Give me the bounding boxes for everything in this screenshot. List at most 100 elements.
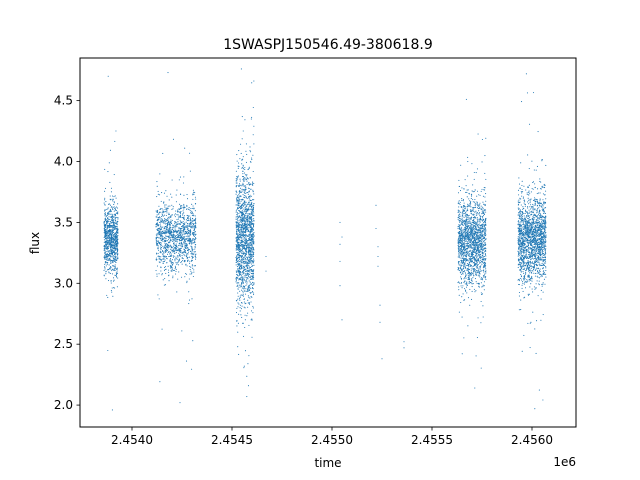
data-point (460, 229, 462, 232)
data-point (164, 218, 166, 220)
data-point (239, 307, 241, 309)
data-point (115, 231, 118, 233)
data-point (179, 216, 181, 218)
data-point (463, 253, 465, 255)
data-point (249, 177, 251, 179)
data-point (252, 278, 254, 281)
data-point (186, 265, 188, 267)
data-point (175, 250, 177, 252)
data-point (116, 267, 119, 269)
data-point (461, 261, 463, 263)
data-point (161, 215, 163, 218)
data-point (158, 232, 160, 234)
data-point (111, 248, 113, 250)
data-point (241, 217, 244, 219)
data-point (184, 246, 186, 248)
data-point (246, 278, 248, 280)
data-point (461, 251, 463, 253)
data-point (240, 251, 242, 253)
data-point (194, 210, 196, 212)
data-point (463, 228, 465, 230)
data-point (116, 237, 118, 239)
data-point (235, 204, 237, 206)
data-point (184, 232, 186, 234)
data-point (249, 232, 251, 235)
data-point (242, 290, 244, 292)
data-point (239, 299, 241, 301)
data-point (467, 203, 469, 205)
data-point (192, 233, 194, 235)
data-point (157, 245, 159, 247)
data-point (158, 258, 160, 260)
data-point (113, 242, 115, 244)
data-point (466, 222, 468, 224)
data-point (190, 227, 192, 229)
data-point (251, 214, 253, 216)
data-point (461, 222, 463, 224)
data-point (192, 256, 194, 258)
data-point (247, 256, 249, 258)
data-point (472, 210, 474, 213)
data-point (251, 263, 253, 265)
data-point (473, 230, 475, 232)
data-point (104, 263, 106, 265)
data-point (246, 252, 248, 254)
data-point (476, 201, 479, 203)
data-point (252, 189, 254, 191)
data-point (244, 227, 246, 229)
data-point (481, 257, 483, 259)
data-point (183, 212, 185, 214)
data-point (194, 220, 196, 222)
data-point (173, 239, 175, 241)
data-point (462, 211, 464, 213)
data-point (105, 201, 107, 203)
data-point (170, 270, 172, 272)
data-point (240, 264, 242, 266)
data-point (483, 228, 485, 230)
data-point (190, 240, 192, 242)
data-point (186, 224, 188, 227)
data-point (116, 271, 118, 273)
data-point (161, 192, 163, 194)
data-point (235, 261, 237, 263)
data-point (158, 221, 161, 223)
data-point (253, 193, 255, 195)
data-point (243, 279, 245, 282)
data-point (190, 245, 192, 247)
data-point (170, 262, 172, 264)
data-point (482, 201, 484, 203)
data-point (466, 250, 468, 252)
data-point (238, 245, 240, 247)
data-point (243, 298, 245, 300)
data-point (162, 255, 164, 257)
data-point (111, 235, 113, 237)
data-point (111, 229, 113, 231)
data-point (116, 223, 118, 225)
data-point (237, 275, 239, 277)
data-point (251, 310, 253, 312)
data-point (165, 219, 167, 221)
data-point (471, 252, 473, 254)
data-point (178, 247, 180, 249)
data-point (163, 238, 165, 240)
data-point (250, 256, 252, 258)
data-point (243, 185, 245, 187)
data-point (176, 231, 178, 233)
data-point (174, 245, 176, 247)
data-point (485, 193, 487, 195)
data-point (246, 272, 248, 274)
data-point (112, 295, 114, 297)
data-point (115, 246, 117, 248)
data-point (183, 233, 185, 235)
data-point (111, 254, 113, 256)
data-point (459, 190, 462, 192)
data-point (238, 247, 240, 249)
data-point (461, 250, 463, 252)
data-point (115, 225, 117, 227)
data-point (459, 242, 461, 244)
data-point (179, 234, 181, 236)
data-point (247, 187, 249, 189)
data-point (194, 234, 196, 236)
data-point (111, 291, 113, 293)
data-point (166, 245, 168, 247)
